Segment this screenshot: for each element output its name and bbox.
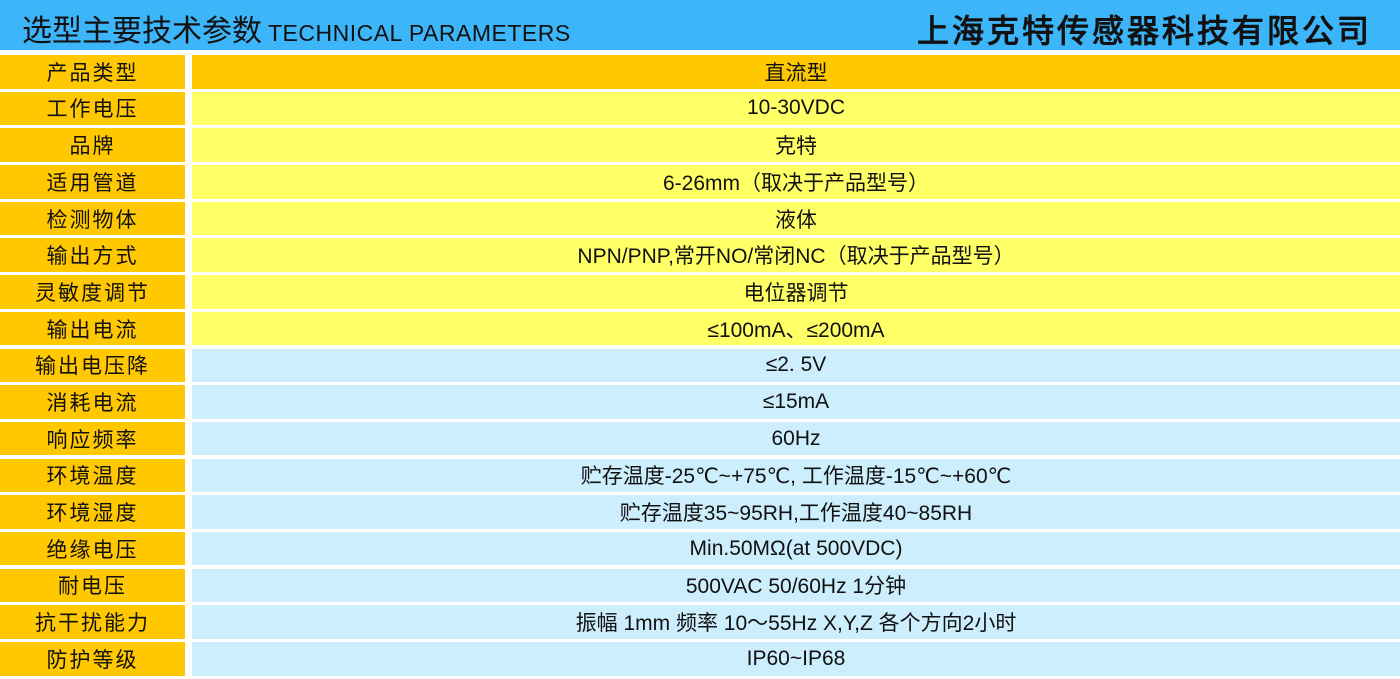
row-label: 环境湿度 xyxy=(0,495,185,529)
row-value: ≤15mA xyxy=(192,385,1400,419)
row-value: 贮存温度-25℃~+75℃, 工作温度-15℃~+60℃ xyxy=(192,458,1400,493)
row-label: 品牌 xyxy=(0,128,185,162)
row-label: 防护等级 xyxy=(0,642,185,676)
table-row: 环境温度 贮存温度-25℃~+75℃, 工作温度-15℃~+60℃ xyxy=(0,458,1400,493)
row-label: 输出方式 xyxy=(0,238,185,272)
row-value: 直流型 xyxy=(192,55,1400,89)
table-row: 适用管道 6-26mm（取决于产品型号） xyxy=(0,165,1400,199)
row-label: 输出电流 xyxy=(0,311,185,346)
table-row: 环境湿度 贮存温度35~95RH,工作温度40~85RH xyxy=(0,495,1400,529)
title-en: TECHNICAL PARAMETERS xyxy=(268,20,571,46)
row-value: 贮存温度35~95RH,工作温度40~85RH xyxy=(192,495,1400,529)
row-label: 消耗电流 xyxy=(0,385,185,419)
row-label: 灵敏度调节 xyxy=(0,275,185,309)
row-value: NPN/PNP,常开NO/常闭NC（取决于产品型号） xyxy=(192,238,1400,272)
row-value: ≤100mA、≤200mA xyxy=(192,311,1400,346)
row-value: 克特 xyxy=(192,128,1400,162)
table-row: 灵敏度调节 电位器调节 xyxy=(0,275,1400,309)
row-label: 响应频率 xyxy=(0,421,185,456)
table-row: 产品类型 直流型 xyxy=(0,55,1400,89)
row-label: 适用管道 xyxy=(0,165,185,199)
table-row: 检测物体 液体 xyxy=(0,201,1400,236)
row-label: 检测物体 xyxy=(0,201,185,236)
row-value: IP60~IP68 xyxy=(192,642,1400,676)
page-title: 选型主要技术参数 TECHNICAL PARAMETERS xyxy=(22,6,571,50)
row-value: 振幅 1mm 频率 10～55Hz X,Y,Z 各个方向2小时 xyxy=(192,605,1400,639)
row-label: 输出电压降 xyxy=(0,348,185,382)
row-value: 电位器调节 xyxy=(192,275,1400,309)
header-banner: 选型主要技术参数 TECHNICAL PARAMETERS 上海克特传感器科技有限… xyxy=(0,0,1400,50)
table-row: 工作电压 10-30VDC xyxy=(0,91,1400,126)
row-value: Min.50MΩ(at 500VDC) xyxy=(192,531,1400,566)
spec-table: 产品类型 直流型 工作电压 10-30VDC 品牌 克特 适用管道 6-26mm（取决于产品型… xyxy=(0,55,1400,679)
table-row: 耐电压 500VAC 50/60Hz 1分钟 xyxy=(0,568,1400,603)
row-label: 绝缘电压 xyxy=(0,531,185,566)
title-cn: 选型主要技术参数 xyxy=(22,15,262,48)
row-value: 500VAC 50/60Hz 1分钟 xyxy=(192,568,1400,603)
table-row: 防护等级 IP60~IP68 xyxy=(0,642,1400,676)
row-label: 工作电压 xyxy=(0,91,185,126)
row-value: 液体 xyxy=(192,201,1400,236)
row-label: 产品类型 xyxy=(0,55,185,89)
table-row: 绝缘电压 Min.50MΩ(at 500VDC) xyxy=(0,531,1400,566)
table-row: 响应频率 60Hz xyxy=(0,421,1400,456)
table-row: 输出电流 ≤100mA、≤200mA xyxy=(0,311,1400,346)
table-row: 抗干扰能力 振幅 1mm 频率 10～55Hz X,Y,Z 各个方向2小时 xyxy=(0,605,1400,639)
row-label: 抗干扰能力 xyxy=(0,605,185,639)
table-row: 品牌 克特 xyxy=(0,128,1400,162)
row-label: 环境温度 xyxy=(0,458,185,493)
row-value: 10-30VDC xyxy=(192,91,1400,126)
row-value: 6-26mm（取决于产品型号） xyxy=(192,165,1400,199)
table-row: 输出电压降 ≤2. 5V xyxy=(0,348,1400,382)
table-row: 输出方式 NPN/PNP,常开NO/常闭NC（取决于产品型号） xyxy=(0,238,1400,272)
table-row: 消耗电流 ≤15mA xyxy=(0,385,1400,419)
company-name: 上海克特传感器科技有限公司 xyxy=(916,13,1372,49)
row-value: 60Hz xyxy=(192,421,1400,456)
row-value: ≤2. 5V xyxy=(192,348,1400,382)
row-label: 耐电压 xyxy=(0,568,185,603)
